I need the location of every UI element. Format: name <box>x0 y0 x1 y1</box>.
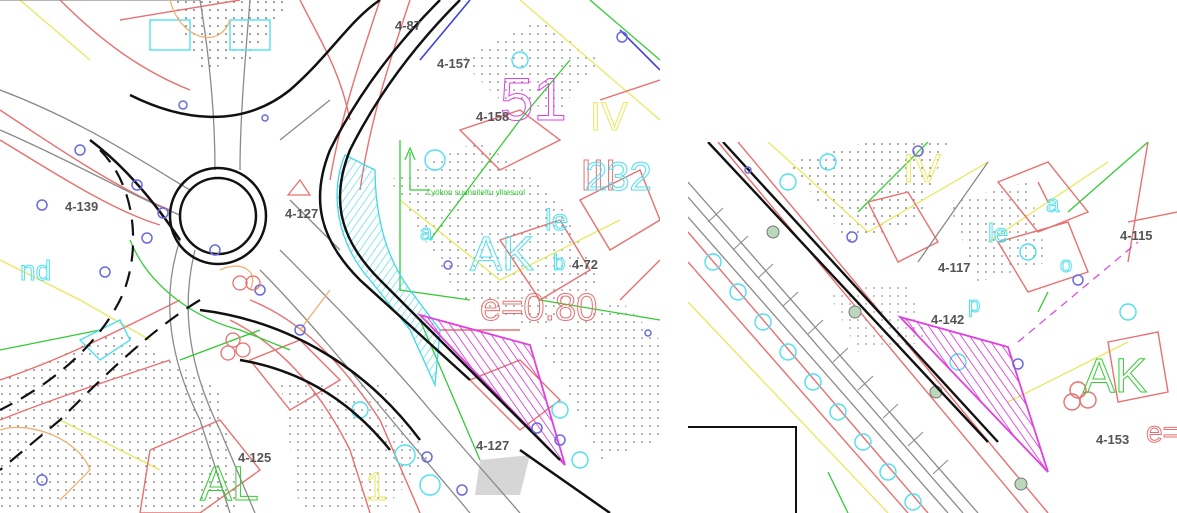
parcel-label: 4-115 <box>1120 228 1153 243</box>
parcel-label: 4-153 <box>1096 432 1129 447</box>
roundabout-outer <box>168 166 268 266</box>
parcel-label: 4-158 <box>476 109 509 124</box>
zone-lettering: AK AL e=0.80 III le a b nd 51 IV 232 1 <box>20 66 653 512</box>
dotted-area <box>828 282 928 352</box>
black-road-lines <box>707 142 999 443</box>
zone-label: 232 <box>585 155 652 199</box>
cyan-symbols <box>78 19 589 496</box>
zone-label: p <box>968 292 980 317</box>
paved-block <box>475 455 530 495</box>
parcel-label: 4-72 <box>572 257 598 272</box>
map-canvas-left: AK AL e=0.80 III le a b nd 51 IV 232 1 <box>0 0 660 513</box>
green-lines <box>0 0 660 461</box>
zone-label: nd <box>20 255 51 286</box>
zone-label: e=0.80 <box>480 287 597 329</box>
utility-symbols <box>744 145 1084 370</box>
dotted-area <box>948 182 1048 282</box>
dotted-area <box>460 20 600 110</box>
zone-label: 51 <box>500 66 567 133</box>
roundabout-inner <box>178 176 258 256</box>
zone-label: a <box>1046 191 1060 218</box>
zone-label: e= <box>1146 416 1177 449</box>
parcel-label: 4-139 <box>65 199 98 214</box>
orange-lines <box>0 0 331 501</box>
parcel-label: 4-142 <box>931 312 964 327</box>
dotted-area <box>280 380 430 513</box>
green-lines <box>827 142 1149 513</box>
rail-markers <box>766 225 1028 491</box>
parcel-label: 4-117 <box>938 260 971 275</box>
dotted-area <box>788 142 948 242</box>
zone-label: AK <box>1083 350 1147 403</box>
black-road-lines <box>89 0 611 513</box>
zone-label: o <box>1060 252 1072 277</box>
zone-label: a <box>420 220 433 245</box>
parcel-label: 4-125 <box>238 450 271 465</box>
zone-label: b <box>553 250 565 275</box>
dotted-area <box>390 140 600 330</box>
map-canvas-right: AK IV le a p e= o 4-115 4-117 4-142 4-15… <box>688 142 1177 513</box>
parcel-label: 4-157 <box>437 56 470 71</box>
parcel-boundary-black <box>688 426 797 513</box>
zone-label: AK <box>470 228 534 281</box>
dotted-area <box>0 330 240 513</box>
magenta-hatched-area <box>897 315 1049 473</box>
annotation-text: Lyökon suunniteltu yliresuol <box>427 188 525 197</box>
gray-road-lines <box>0 0 521 513</box>
parcel-label: 4-87 <box>395 18 421 33</box>
map-panel-right[interactable]: AK IV le a p e= o 4-115 4-117 4-142 4-15… <box>688 142 1177 513</box>
tree-symbols <box>220 178 312 361</box>
zone-label: AL <box>200 458 259 511</box>
utility-symbols <box>36 31 652 496</box>
zone-label: III <box>580 151 617 200</box>
rail-ties <box>707 207 949 475</box>
dashed-road-lines <box>0 149 201 471</box>
annotation-arrow <box>404 146 430 191</box>
parcel-label: 4-127 <box>476 438 509 453</box>
zone-label: le <box>545 204 568 237</box>
zone-lettering: AK IV le a p e= o <box>903 147 1177 450</box>
zone-label: 1 <box>365 465 387 509</box>
red-road-lines <box>688 142 1177 513</box>
cyan-hatched-area <box>336 154 441 388</box>
dotted-area <box>540 300 660 460</box>
map-panel-left[interactable]: AK AL e=0.80 III le a b nd 51 IV 232 1 <box>0 0 660 513</box>
zone-label: IV <box>590 95 628 139</box>
zone-label: le <box>988 218 1008 248</box>
yellow-lines <box>688 142 1129 513</box>
magenta-dashed-line <box>1017 241 1139 343</box>
parcel-label: 4-127 <box>285 206 318 221</box>
